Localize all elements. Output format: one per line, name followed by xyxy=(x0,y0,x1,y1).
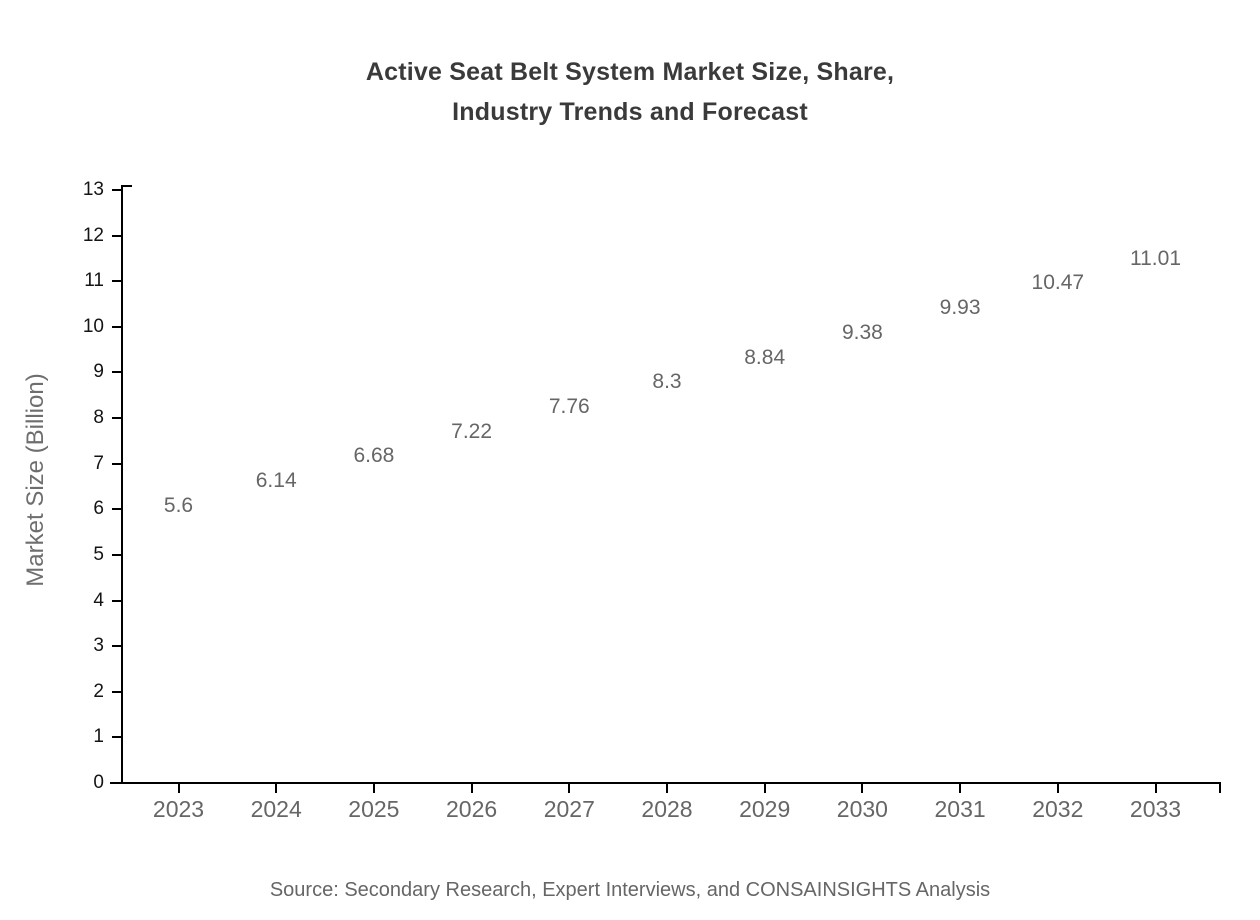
x-tick-label: 2029 xyxy=(739,796,791,822)
x-tick xyxy=(861,782,864,793)
bar-value-label: 8.84 xyxy=(744,345,786,369)
bar xyxy=(1116,280,1196,782)
y-axis-label: Market Size (Billion) xyxy=(22,373,49,587)
x-tick xyxy=(568,782,571,793)
x-tick xyxy=(470,782,473,793)
x-tick xyxy=(959,782,962,793)
bar-value-label: 7.76 xyxy=(548,395,590,419)
y-tick-label: 2 xyxy=(93,680,104,702)
y-tick-label: 3 xyxy=(93,635,104,657)
y-tick xyxy=(112,325,121,328)
y-tick-label: 6 xyxy=(93,498,104,520)
y-tick xyxy=(112,371,121,374)
bar xyxy=(920,329,1000,782)
y-axis xyxy=(121,185,123,784)
bar xyxy=(529,428,609,782)
bar-value-label: 7.22 xyxy=(451,419,493,443)
x-tick-label: 2023 xyxy=(152,796,205,822)
y-tick xyxy=(112,280,121,283)
bar xyxy=(432,453,512,782)
bar xyxy=(236,502,316,782)
y-tick xyxy=(112,736,121,739)
y-tick-label: 12 xyxy=(82,224,104,246)
y-tick-label: 0 xyxy=(93,772,104,793)
y-tick xyxy=(112,508,121,511)
chart-title-line2: Industry Trends and Forecast xyxy=(452,98,808,126)
bar-value-label: 8.3 xyxy=(652,370,682,394)
x-tick-label: 2032 xyxy=(1032,796,1084,822)
y-tick-label: 7 xyxy=(93,452,104,474)
y-tick-label: 13 xyxy=(82,179,104,200)
y-tick-label: 9 xyxy=(93,361,104,383)
source-note: Source: Secondary Research, Expert Inter… xyxy=(269,879,991,901)
x-tick xyxy=(1154,782,1157,793)
y-tick xyxy=(112,599,121,602)
chart-title: Active Seat Belt System Market Size, Sha… xyxy=(0,52,1260,132)
x-tick xyxy=(372,782,375,793)
y-tick xyxy=(112,645,121,648)
y-tick-label: 11 xyxy=(84,270,104,292)
x-tick-label: 2024 xyxy=(250,796,302,822)
x-tick xyxy=(177,782,180,793)
y-tick xyxy=(112,690,121,693)
bar xyxy=(139,527,219,782)
y-tick xyxy=(112,417,121,420)
bar-value-label: 9.38 xyxy=(841,321,883,345)
x-tick-label: 2028 xyxy=(641,796,693,822)
x-tick-label: 2025 xyxy=(348,796,400,822)
y-tick-label: 4 xyxy=(93,589,104,611)
y-tick xyxy=(112,234,121,237)
y-tick-label: 5 xyxy=(93,543,104,565)
y-tick-label: 10 xyxy=(82,315,104,337)
x-tick xyxy=(763,782,766,793)
x-tick-label: 2033 xyxy=(1129,796,1182,822)
x-tick-label: 2026 xyxy=(446,796,498,822)
x-axis xyxy=(110,782,1221,784)
x-tick-label: 2027 xyxy=(543,796,595,822)
bar-value-label: 6.68 xyxy=(353,444,395,468)
y-tick xyxy=(112,189,121,191)
bar-value-label: 11.01 xyxy=(1130,246,1181,270)
bar xyxy=(725,379,805,782)
chart-title-line1: Active Seat Belt System Market Size, Sha… xyxy=(365,58,895,86)
bar-value-label: 5.6 xyxy=(163,493,194,517)
bar xyxy=(627,403,707,782)
y-tick xyxy=(112,462,121,465)
x-tick xyxy=(1056,782,1059,793)
x-tick xyxy=(275,782,278,793)
y-axis-end-cap xyxy=(121,185,132,187)
bar-value-label: 9.93 xyxy=(939,296,981,320)
x-tick-label: 2030 xyxy=(836,796,888,822)
y-tick-label: 1 xyxy=(93,726,104,748)
y-tick xyxy=(112,553,121,556)
bar xyxy=(1018,304,1098,782)
y-tick xyxy=(112,782,121,784)
bar xyxy=(822,354,902,782)
y-tick-label: 8 xyxy=(93,407,104,429)
bar xyxy=(334,477,414,782)
x-axis-end-tick xyxy=(1219,782,1221,793)
x-tick xyxy=(666,782,668,793)
bar-value-label: 6.14 xyxy=(255,468,297,492)
x-tick-label: 2031 xyxy=(934,796,986,822)
bar-value-label: 10.47 xyxy=(1031,271,1085,295)
